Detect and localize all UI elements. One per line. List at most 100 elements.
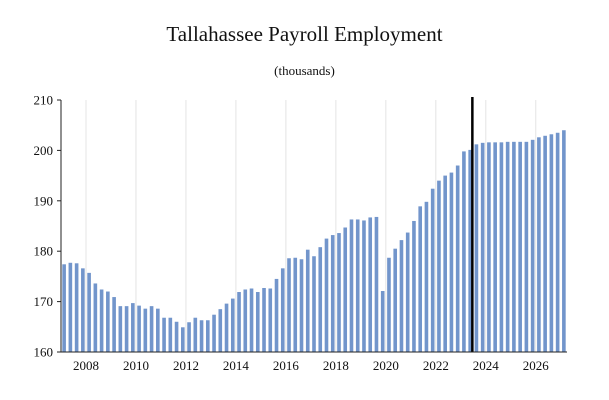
bar bbox=[512, 141, 516, 352]
bar bbox=[255, 292, 260, 352]
bar bbox=[224, 303, 229, 352]
chart-subtitle: (thousands) bbox=[274, 63, 335, 78]
bar bbox=[537, 137, 541, 352]
y-tick-label: 200 bbox=[34, 143, 54, 158]
bar bbox=[93, 283, 98, 352]
bar bbox=[218, 309, 223, 352]
bar bbox=[330, 235, 335, 352]
bar bbox=[205, 320, 210, 352]
bar bbox=[131, 303, 135, 352]
bar bbox=[424, 201, 429, 352]
bar bbox=[455, 165, 460, 352]
bar bbox=[430, 188, 435, 352]
bar bbox=[437, 180, 441, 352]
bar bbox=[143, 308, 148, 352]
bar bbox=[493, 142, 497, 352]
y-tick-label: 180 bbox=[34, 244, 54, 259]
bar bbox=[168, 317, 173, 352]
bar bbox=[443, 175, 447, 352]
bar bbox=[324, 238, 329, 352]
bar bbox=[412, 220, 416, 352]
bar bbox=[299, 259, 304, 352]
bar bbox=[274, 278, 279, 352]
bar bbox=[174, 321, 179, 352]
x-tick-label: 2018 bbox=[323, 358, 349, 373]
bar bbox=[137, 305, 141, 352]
bar bbox=[355, 219, 360, 352]
bar bbox=[68, 262, 73, 352]
bar bbox=[387, 257, 391, 352]
bar bbox=[562, 130, 566, 352]
bar bbox=[118, 306, 123, 352]
bar bbox=[112, 297, 116, 352]
bar bbox=[280, 268, 285, 352]
bar bbox=[106, 291, 110, 352]
bar bbox=[305, 249, 310, 352]
bar bbox=[62, 264, 66, 352]
bar bbox=[374, 216, 379, 352]
bar bbox=[487, 142, 491, 352]
bar bbox=[530, 139, 535, 352]
bar bbox=[249, 288, 254, 352]
bar bbox=[230, 298, 235, 352]
bar bbox=[555, 132, 560, 352]
bar bbox=[124, 306, 129, 352]
bar bbox=[380, 291, 385, 352]
bar bbox=[368, 217, 373, 352]
x-tick-label: 2012 bbox=[173, 358, 199, 373]
bar bbox=[156, 308, 160, 352]
bar bbox=[337, 233, 341, 352]
x-tick-label: 2014 bbox=[223, 358, 250, 373]
bar bbox=[393, 248, 398, 352]
bar bbox=[287, 258, 291, 352]
bar bbox=[162, 317, 166, 352]
bar bbox=[418, 206, 423, 352]
y-tick-label: 210 bbox=[34, 93, 54, 108]
bar bbox=[87, 272, 91, 352]
bar bbox=[462, 151, 466, 352]
bar bbox=[262, 287, 266, 352]
bar bbox=[362, 220, 366, 352]
bar bbox=[181, 327, 185, 352]
bar bbox=[193, 317, 198, 352]
bar bbox=[349, 219, 354, 352]
bar bbox=[293, 257, 298, 352]
bar-series bbox=[62, 130, 566, 352]
x-tick-label: 2016 bbox=[273, 358, 300, 373]
bar bbox=[312, 256, 316, 352]
x-tick-label: 2010 bbox=[123, 358, 149, 373]
bar bbox=[99, 289, 104, 352]
bar bbox=[237, 292, 241, 352]
y-tick-label: 160 bbox=[34, 345, 54, 360]
bar bbox=[318, 247, 323, 352]
bar bbox=[499, 142, 504, 352]
axes: 2008 2010 2012 2014 2016 2018 2020 2022 2024 2026… bbox=[34, 93, 567, 373]
bar bbox=[212, 314, 216, 352]
y-tick-label: 190 bbox=[34, 193, 54, 208]
bar bbox=[449, 172, 454, 352]
x-tick-label: 2008 bbox=[73, 358, 99, 373]
bar bbox=[518, 141, 522, 352]
gridlines bbox=[85, 100, 537, 352]
x-tick-label: 2024 bbox=[473, 358, 500, 373]
x-tick-label: 2026 bbox=[523, 358, 550, 373]
bar bbox=[74, 263, 79, 352]
bar bbox=[543, 135, 547, 352]
bar bbox=[187, 322, 191, 352]
y-tick-label: 170 bbox=[34, 294, 54, 309]
bar bbox=[505, 141, 510, 352]
bar bbox=[468, 149, 472, 352]
bar bbox=[81, 268, 85, 352]
bar bbox=[524, 141, 529, 352]
bar bbox=[268, 288, 273, 352]
x-tick-label: 2022 bbox=[423, 358, 449, 373]
bar bbox=[199, 320, 204, 352]
bar bbox=[405, 232, 410, 352]
bar bbox=[549, 134, 554, 352]
bar bbox=[149, 306, 154, 352]
x-tick-label: 2020 bbox=[373, 358, 399, 373]
bar bbox=[474, 144, 479, 352]
bar bbox=[343, 227, 348, 352]
bar bbox=[399, 240, 404, 352]
